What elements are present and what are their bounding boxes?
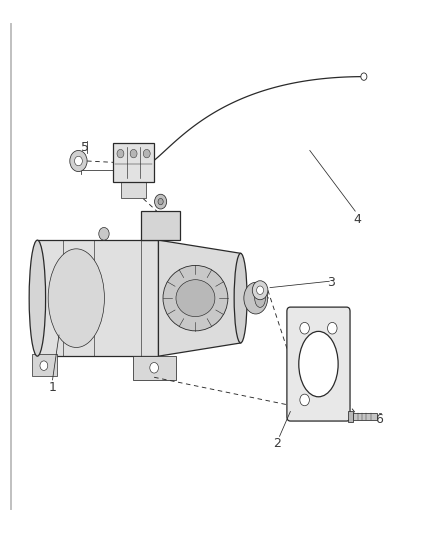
FancyBboxPatch shape xyxy=(113,142,154,182)
Ellipse shape xyxy=(254,289,265,308)
Polygon shape xyxy=(133,356,176,380)
Circle shape xyxy=(300,322,309,334)
Text: 6: 6 xyxy=(375,413,383,426)
FancyBboxPatch shape xyxy=(287,307,350,421)
Text: 1: 1 xyxy=(49,381,57,394)
Circle shape xyxy=(158,198,163,205)
Circle shape xyxy=(328,322,337,334)
Circle shape xyxy=(257,286,264,294)
Polygon shape xyxy=(159,240,240,356)
FancyBboxPatch shape xyxy=(348,411,353,422)
Text: 3: 3 xyxy=(328,276,336,289)
Circle shape xyxy=(74,156,82,166)
FancyBboxPatch shape xyxy=(353,414,377,420)
Circle shape xyxy=(155,194,167,209)
Circle shape xyxy=(361,73,367,80)
Ellipse shape xyxy=(176,280,215,317)
Circle shape xyxy=(117,149,124,158)
Text: 4: 4 xyxy=(353,213,361,225)
Ellipse shape xyxy=(163,265,228,331)
FancyBboxPatch shape xyxy=(121,182,146,198)
Circle shape xyxy=(300,394,309,406)
Text: 2: 2 xyxy=(273,437,281,450)
Circle shape xyxy=(130,149,137,158)
Ellipse shape xyxy=(299,332,338,397)
Circle shape xyxy=(40,361,48,370)
Circle shape xyxy=(99,228,109,240)
Ellipse shape xyxy=(48,249,104,348)
Circle shape xyxy=(252,281,268,300)
Polygon shape xyxy=(32,353,57,376)
Circle shape xyxy=(70,150,87,172)
Circle shape xyxy=(150,362,159,373)
Polygon shape xyxy=(37,240,159,356)
Ellipse shape xyxy=(234,253,247,343)
Ellipse shape xyxy=(29,240,46,356)
Circle shape xyxy=(143,149,150,158)
Ellipse shape xyxy=(244,282,268,314)
FancyBboxPatch shape xyxy=(141,211,180,240)
Text: 5: 5 xyxy=(81,141,89,155)
